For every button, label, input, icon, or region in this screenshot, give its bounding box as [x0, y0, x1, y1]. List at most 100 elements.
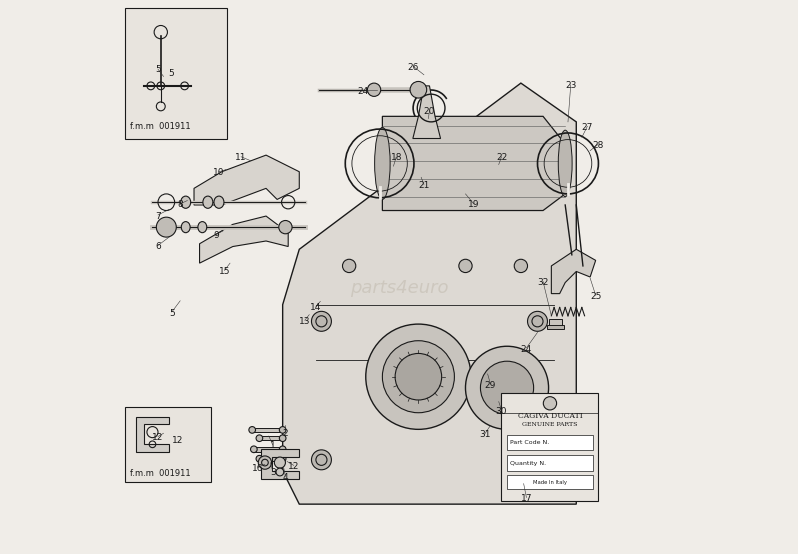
Bar — [252, 428, 282, 432]
Circle shape — [514, 259, 527, 273]
Text: 30: 30 — [496, 407, 508, 416]
Text: 19: 19 — [468, 201, 480, 209]
Polygon shape — [260, 449, 299, 479]
Bar — [254, 447, 282, 452]
Circle shape — [279, 455, 286, 462]
Text: 7: 7 — [155, 212, 161, 220]
Text: 16: 16 — [252, 464, 263, 473]
Text: CAGIVA DUCATI: CAGIVA DUCATI — [518, 412, 583, 419]
Polygon shape — [551, 249, 595, 294]
Circle shape — [275, 457, 286, 468]
Ellipse shape — [374, 127, 390, 199]
Circle shape — [156, 217, 176, 237]
Circle shape — [249, 427, 255, 433]
Polygon shape — [282, 83, 576, 504]
Text: 29: 29 — [484, 381, 496, 389]
Bar — [124, 8, 227, 138]
Text: 27: 27 — [582, 123, 593, 132]
Circle shape — [480, 361, 534, 414]
Polygon shape — [194, 155, 299, 205]
Text: 1: 1 — [270, 442, 275, 450]
Text: 12: 12 — [288, 462, 299, 471]
Text: 31: 31 — [479, 430, 491, 439]
Text: 24: 24 — [521, 345, 532, 353]
Text: 8: 8 — [177, 201, 183, 209]
Circle shape — [342, 259, 356, 273]
Circle shape — [311, 311, 331, 331]
Circle shape — [382, 341, 454, 413]
Circle shape — [276, 468, 284, 476]
Circle shape — [279, 427, 286, 433]
Ellipse shape — [181, 222, 190, 233]
Bar — [507, 475, 593, 489]
Text: 26: 26 — [407, 63, 418, 72]
Circle shape — [512, 460, 535, 484]
Bar — [547, 325, 563, 329]
Circle shape — [256, 435, 263, 442]
Text: Quantity N.: Quantity N. — [510, 460, 546, 466]
Bar — [501, 393, 598, 501]
Text: 18: 18 — [390, 153, 402, 162]
Circle shape — [367, 83, 381, 96]
Bar — [548, 319, 563, 327]
Text: 11: 11 — [235, 153, 247, 162]
Polygon shape — [382, 116, 565, 211]
Circle shape — [410, 81, 427, 98]
Text: 4: 4 — [282, 473, 288, 482]
Ellipse shape — [559, 130, 572, 197]
Polygon shape — [200, 216, 288, 263]
Text: f.m.m  001911: f.m.m 001911 — [130, 469, 191, 478]
Text: GENUINE PARTS: GENUINE PARTS — [522, 422, 578, 428]
Circle shape — [527, 450, 547, 470]
Text: 23: 23 — [565, 81, 576, 90]
Circle shape — [543, 397, 557, 410]
Text: 5: 5 — [155, 65, 161, 74]
Circle shape — [256, 455, 263, 462]
Text: 9: 9 — [213, 231, 219, 240]
Polygon shape — [413, 86, 440, 138]
Bar — [124, 407, 211, 482]
Bar — [507, 455, 593, 471]
Text: 32: 32 — [537, 278, 549, 287]
Circle shape — [279, 220, 292, 234]
Ellipse shape — [180, 196, 191, 208]
Text: 21: 21 — [418, 181, 429, 190]
Text: 14: 14 — [310, 303, 322, 312]
Circle shape — [251, 446, 257, 453]
Ellipse shape — [203, 196, 213, 208]
Text: 15: 15 — [219, 267, 231, 276]
Polygon shape — [136, 417, 169, 452]
Text: 5: 5 — [169, 309, 175, 317]
Text: parts4euro: parts4euro — [350, 279, 448, 297]
Bar — [259, 436, 282, 440]
Text: 22: 22 — [496, 153, 507, 162]
Text: Part Code N.: Part Code N. — [510, 440, 549, 445]
Text: 12: 12 — [172, 436, 183, 445]
Circle shape — [395, 353, 441, 400]
Ellipse shape — [198, 222, 207, 233]
Text: 3: 3 — [270, 468, 275, 476]
Text: 10: 10 — [213, 168, 225, 177]
Bar — [259, 456, 282, 461]
Text: 5: 5 — [168, 69, 174, 78]
Circle shape — [459, 259, 472, 273]
Text: 25: 25 — [590, 292, 602, 301]
Text: 28: 28 — [593, 141, 604, 150]
Text: Made In Italy: Made In Italy — [533, 480, 567, 485]
Text: 20: 20 — [424, 107, 435, 116]
Text: f.m.m  001911: f.m.m 001911 — [130, 122, 191, 131]
Text: 13: 13 — [299, 317, 310, 326]
Ellipse shape — [214, 196, 224, 208]
Text: 24: 24 — [358, 87, 369, 96]
Circle shape — [365, 324, 471, 429]
Text: 12: 12 — [152, 433, 164, 442]
Circle shape — [527, 311, 547, 331]
Bar — [507, 435, 593, 450]
Circle shape — [279, 435, 286, 442]
Circle shape — [279, 446, 286, 453]
Text: 2: 2 — [282, 429, 288, 438]
Text: 6: 6 — [155, 242, 161, 251]
Text: 17: 17 — [520, 494, 532, 503]
Circle shape — [259, 456, 271, 469]
Circle shape — [465, 346, 548, 429]
